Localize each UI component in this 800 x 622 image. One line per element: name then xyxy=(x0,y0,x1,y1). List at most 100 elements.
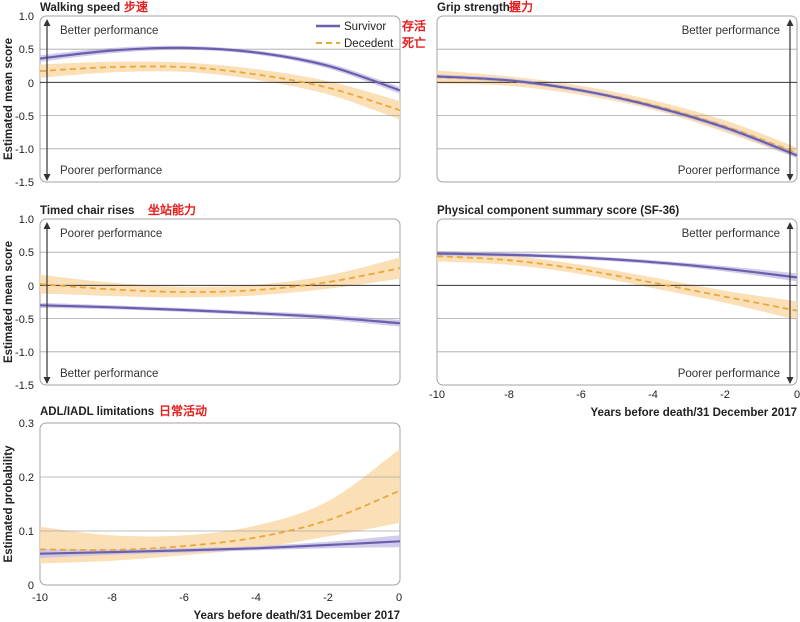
survivor-ci-band xyxy=(437,74,797,159)
y-tick-label: 0.5 xyxy=(19,44,34,56)
y-tick-label: -1.0 xyxy=(15,347,34,359)
x-tick-label: -6 xyxy=(576,389,586,401)
x-axis-label: Years before death/31 December 2017 xyxy=(194,610,400,622)
panel-lines xyxy=(436,75,798,157)
arrowhead-up-icon xyxy=(786,222,794,229)
x-tick-labels: -10 -8 -6 -4 -2 0 xyxy=(32,592,402,604)
legend-label-decedent: Decedent xyxy=(344,38,394,50)
decedent-line xyxy=(39,489,401,551)
annotation-top: Better performance xyxy=(682,228,780,240)
annotation-top: Better performance xyxy=(682,25,780,37)
x-tick-label: 0 xyxy=(794,389,800,401)
panel-lines xyxy=(39,489,401,555)
panel-title: Walking speed xyxy=(40,2,120,14)
panel-title: Timed chair rises xyxy=(40,205,134,217)
decedent-ci-band xyxy=(437,250,797,320)
x-tick-label: -2 xyxy=(323,592,333,604)
arrowhead-down-icon xyxy=(786,377,794,384)
decedent-line xyxy=(436,76,798,154)
x-tick-label: -8 xyxy=(504,389,514,401)
y-tick-label: -0.5 xyxy=(15,314,34,326)
arrowhead-down-icon xyxy=(786,174,794,181)
panel-title-cn: 步速 xyxy=(124,0,148,14)
panel-gridlines xyxy=(437,48,797,150)
y-axis-label-row1: Estimated mean score xyxy=(3,38,15,160)
decedent-ci-band xyxy=(40,448,400,564)
y-tick-label: -1.0 xyxy=(15,144,34,156)
panel-walking-speed: Walking speed 步速 Better performance Poor… xyxy=(15,0,426,189)
arrowhead-up-icon xyxy=(786,19,794,26)
arrowhead-down-icon xyxy=(43,377,51,384)
panel-frame xyxy=(436,15,798,183)
annotation-bottom: Poorer performance xyxy=(678,368,780,380)
y-tick-label: 0 xyxy=(28,78,34,90)
y-tick-labels: 1.0 0.5 0 -0.5 -1.0 -1.5 xyxy=(15,214,34,392)
decedent-ci-band xyxy=(40,257,400,298)
x-tick-label: -6 xyxy=(179,592,189,604)
annotation-top: Better performance xyxy=(60,25,158,37)
y-tick-label: -1.5 xyxy=(15,177,34,189)
annotation-bottom: Poorer performance xyxy=(678,165,780,177)
y-tick-label: 0 xyxy=(28,281,34,293)
annotation-bottom: Poorer performance xyxy=(60,165,162,177)
panel-gridlines xyxy=(40,251,400,353)
y-tick-label: 0 xyxy=(28,580,34,592)
panel-lines xyxy=(39,267,401,325)
x-tick-label: -2 xyxy=(720,389,730,401)
y-tick-labels: 1.0 0.5 0 -0.5 -1.0 -1.5 xyxy=(15,11,34,189)
panel-adl-iadl-limitations: ADL/IADL limitations 日常活动 0.3 0.2 0.1 0 … xyxy=(19,403,402,622)
panel-gridlines xyxy=(437,251,797,353)
x-tick-label: -4 xyxy=(251,592,261,604)
survivor-line xyxy=(39,46,401,92)
y-tick-label: 1.0 xyxy=(19,11,34,23)
panel-gridlines xyxy=(40,476,400,532)
x-tick-labels: -10 -8 -6 -4 -2 0 xyxy=(429,389,800,401)
y-tick-label: 0.2 xyxy=(19,472,34,484)
survivor-line xyxy=(39,540,401,555)
survivor-line xyxy=(436,75,798,157)
panel-title: ADL/IADL limitations xyxy=(40,406,154,418)
decedent-line xyxy=(39,65,401,112)
panel-bands xyxy=(40,448,400,564)
panel-frame xyxy=(39,15,401,183)
survivor-line xyxy=(39,304,401,325)
legend-label-survivor-cn: 存活 xyxy=(401,18,426,33)
x-axis-label: Years before death/31 December 2017 xyxy=(591,407,797,419)
panel-title: Grip strength xyxy=(437,2,510,14)
x-tick-label: -10 xyxy=(32,592,48,604)
x-tick-label: 0 xyxy=(396,592,402,604)
legend: Survivor Decedent 存活 死亡 xyxy=(316,18,426,50)
panel-bands xyxy=(40,45,400,120)
panel-lines xyxy=(436,252,798,312)
x-tick-label: -8 xyxy=(107,592,117,604)
panel-physical-component-summary: Physical component summary score (SF-36)… xyxy=(429,205,800,419)
annotation-top: Poorer performance xyxy=(60,228,162,240)
panel-frame xyxy=(39,218,401,386)
y-tick-label: -1.5 xyxy=(15,380,34,392)
x-tick-label: -4 xyxy=(648,389,658,401)
arrowhead-up-icon xyxy=(43,19,51,26)
legend-label-decedent-cn: 死亡 xyxy=(402,35,426,50)
arrowhead-down-icon xyxy=(43,174,51,181)
panel-grip-strength: Grip strength 握力 Better performance Poor… xyxy=(436,0,798,183)
decedent-line xyxy=(436,255,798,312)
y-tick-label: -0.5 xyxy=(15,111,34,123)
decedent-line xyxy=(39,267,401,293)
panel-title: Physical component summary score (SF-36) xyxy=(437,205,679,217)
y-axis-label-row3: Estimated probability xyxy=(3,445,15,563)
panel-timed-chair-rises: Timed chair rises 坐站能力 Poorer performanc… xyxy=(15,202,401,392)
arrowhead-up-icon xyxy=(43,222,51,229)
panel-title-cn: 坐站能力 xyxy=(148,202,196,217)
decedent-ci-band xyxy=(40,61,400,120)
x-tick-label: -10 xyxy=(429,389,445,401)
survivor-line xyxy=(436,252,798,279)
y-tick-labels: 0.3 0.2 0.1 0 xyxy=(19,418,34,592)
y-tick-label: 1.0 xyxy=(19,214,34,226)
panel-title-cn: 握力 xyxy=(509,0,533,14)
y-tick-label: 0.3 xyxy=(19,418,34,430)
y-tick-label: 0.5 xyxy=(19,247,34,259)
panel-gridlines xyxy=(40,48,400,150)
y-axis-label-row2: Estimated mean score xyxy=(3,241,15,363)
annotation-bottom: Better performance xyxy=(60,368,158,380)
